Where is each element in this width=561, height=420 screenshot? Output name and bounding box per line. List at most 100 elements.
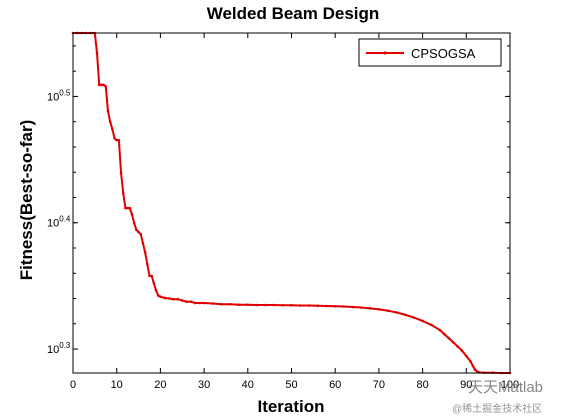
series-point xyxy=(97,83,101,87)
legend-label-cpsogsa: CPSOGSA xyxy=(411,46,476,61)
series-point xyxy=(104,85,108,88)
series-point xyxy=(124,206,127,210)
x-tick-label: 100 xyxy=(501,379,519,391)
series-point xyxy=(172,297,175,301)
series-point xyxy=(438,328,442,332)
series-point xyxy=(121,192,125,195)
series-point xyxy=(220,302,223,306)
series-point xyxy=(473,368,477,371)
series-point xyxy=(395,311,398,314)
y-tick-label: 100.3 xyxy=(47,341,71,356)
series-point xyxy=(298,304,302,307)
series-point xyxy=(185,300,188,304)
series-point xyxy=(325,304,328,308)
series-point xyxy=(100,83,103,87)
y-axis-label: Fitness(Best-so-far) xyxy=(17,120,36,281)
series-point xyxy=(113,136,116,140)
x-tick-label: 0 xyxy=(70,379,76,391)
series-point xyxy=(447,336,451,340)
series-point xyxy=(430,323,433,327)
x-axis-label: Iteration xyxy=(257,397,324,416)
series-point xyxy=(351,305,354,309)
x-tick-label: 40 xyxy=(242,379,254,391)
series-point xyxy=(95,52,99,55)
series-point xyxy=(119,171,123,175)
series-point xyxy=(443,332,446,336)
series-point xyxy=(132,221,136,225)
series-point xyxy=(194,301,197,305)
series-point xyxy=(154,289,158,292)
series-point xyxy=(145,262,149,266)
series-point xyxy=(451,340,455,344)
series-point xyxy=(469,360,472,363)
series-point xyxy=(128,206,132,210)
series-point xyxy=(290,303,293,307)
series-point xyxy=(150,274,153,278)
x-tick-label: 10 xyxy=(111,379,123,391)
legend-marker-cpsogsa xyxy=(383,51,387,55)
series-point xyxy=(377,308,381,311)
series-point xyxy=(386,309,389,312)
series-point xyxy=(106,109,110,113)
series-point xyxy=(135,228,138,232)
y-axis-ticks: 100.3 100.4 100.5 xyxy=(47,45,510,356)
series-point xyxy=(126,206,129,210)
series-point xyxy=(333,304,337,308)
series-point xyxy=(237,303,241,307)
series-point xyxy=(403,313,407,317)
series-point xyxy=(307,304,311,307)
series-point xyxy=(465,354,468,358)
series-point xyxy=(342,305,346,308)
x-tick-label: 30 xyxy=(198,379,210,391)
x-tick-label: 20 xyxy=(154,379,166,391)
watermark-line2: @稀土掘金技术社区 xyxy=(452,402,542,415)
x-tick-label: 80 xyxy=(416,379,428,391)
series-point xyxy=(272,303,276,307)
series-point xyxy=(137,230,140,234)
series-point xyxy=(176,297,180,301)
series-point xyxy=(115,138,118,142)
series-point xyxy=(475,370,479,373)
series-point xyxy=(198,301,202,305)
x-tick-label: 60 xyxy=(329,379,341,391)
series-point xyxy=(460,349,464,352)
series-point xyxy=(360,306,363,309)
series-point xyxy=(111,127,114,131)
series-point xyxy=(108,120,112,123)
x-axis-ticks: 0 10 20 30 40 50 60 70 80 90 100 xyxy=(70,33,519,391)
y-tick-label: 100.5 xyxy=(47,88,71,103)
series-point xyxy=(189,300,193,304)
series-group xyxy=(71,31,512,375)
series-point xyxy=(180,299,184,302)
x-tick-label: 50 xyxy=(285,379,297,391)
x-tick-label: 70 xyxy=(373,379,385,391)
series-point xyxy=(130,213,134,216)
series-point xyxy=(152,281,156,285)
series-point xyxy=(143,251,147,254)
series-point xyxy=(156,294,160,297)
series-point xyxy=(255,303,258,307)
x-tick-label: 90 xyxy=(460,379,472,391)
series-point xyxy=(229,302,232,306)
series-point xyxy=(421,319,424,323)
series-point xyxy=(167,297,171,300)
series-point xyxy=(202,301,206,305)
watermark-line1: 天天Matlab xyxy=(468,379,543,396)
series-line-cpsogsa xyxy=(73,32,510,374)
series-point xyxy=(163,296,167,300)
series-point xyxy=(456,345,459,348)
series-point xyxy=(102,83,105,87)
series-point xyxy=(141,241,145,245)
series-point xyxy=(148,274,151,278)
series-point xyxy=(139,232,143,236)
series-point xyxy=(263,303,267,307)
series-point xyxy=(316,304,320,308)
series-point xyxy=(211,302,215,305)
plot-area xyxy=(73,33,510,373)
y-tick-label: 100.4 xyxy=(47,215,71,230)
series-point xyxy=(281,303,285,307)
series-point xyxy=(246,303,250,307)
chart-title: Welded Beam Design xyxy=(207,4,380,23)
series-point xyxy=(368,307,372,310)
